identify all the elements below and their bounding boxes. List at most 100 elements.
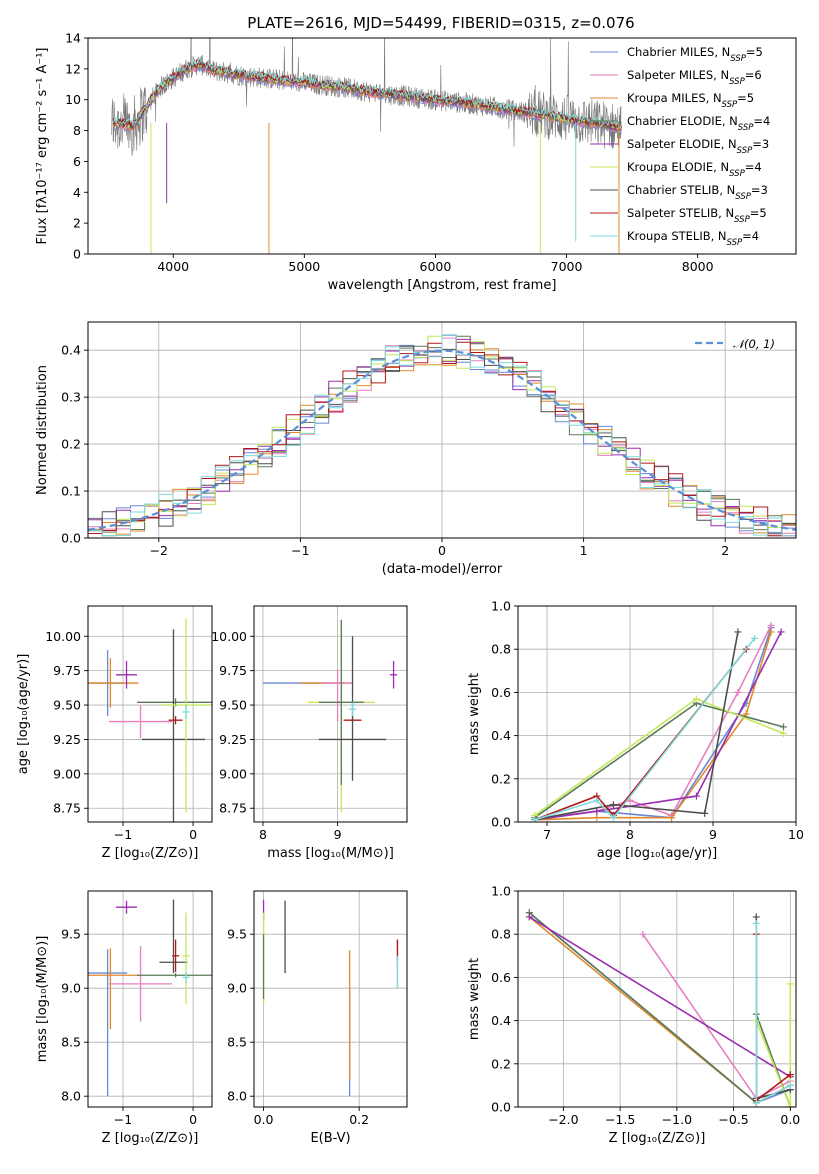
legend-label: Salpeter STELIB, NSSP=5 [627, 206, 767, 225]
legend-label: Chabrier MILES, NSSP=5 [627, 45, 763, 64]
mass-weight-point [639, 930, 647, 938]
x-tick-label: 9 [709, 827, 717, 842]
x-tick-label: 1 [580, 543, 588, 558]
y-tick-label: 9.25 [53, 732, 81, 747]
histogram-plot-area [88, 334, 796, 537]
y-tick-label: 9.50 [219, 698, 247, 713]
mass-weight-line [755, 916, 791, 1100]
y-tick-label: 0.1 [61, 484, 81, 499]
axes-frame [87, 605, 213, 823]
axes-frame [253, 890, 408, 1108]
age-vs-mass-plot-area [262, 619, 398, 813]
mass-weight-point [786, 980, 794, 988]
mass-weight-point [692, 792, 700, 800]
age-vs-Z-plot-area [88, 618, 212, 822]
mass-weight-point [525, 913, 533, 921]
massweight-vs-Z-panel: −2.0 −1.5 −1.0 −0.5 0.0 0.0 0.2 0.4 0.6 0.8 1.0 Z [… [467, 884, 800, 1147]
legend-subscript: SSP [727, 238, 743, 248]
x-tick-label: 7000 [551, 259, 583, 274]
mass-weight-line [755, 983, 792, 1107]
mass-weight-point [668, 814, 676, 822]
y-tick-label: 0.3 [61, 390, 81, 405]
y-tick-label: 8.5 [61, 1035, 81, 1050]
y-tick-label: 8.0 [61, 1089, 81, 1104]
mass-weight-point [767, 621, 775, 629]
y-tick-label: 9.0 [61, 981, 81, 996]
legend-nssp-value: =5 [746, 45, 763, 59]
x-tick-label: 0 [189, 827, 197, 842]
age-vs-mass-panel: 8 9 8.75 9.00 9.25 9.50 9.75 10.00 mass [log₁₀(M… [211, 605, 408, 861]
mass-weight-point [752, 1099, 760, 1107]
x-tick-label: 0.2 [349, 1112, 369, 1127]
y-tick-label: 0.0 [61, 531, 81, 546]
y-tick-label: 0.4 [491, 728, 511, 743]
legend-series-name: Salpeter ELODIE, N [627, 137, 737, 151]
y-tick-label: 0.6 [491, 685, 511, 700]
histogram-panel: −2 −1 0 1 2 0.0 0.1 0.2 0.3 0.4 (data-model)/error… [35, 321, 797, 577]
mass-weight-line [755, 923, 791, 1105]
mass-weight-point [734, 628, 742, 636]
y-tick-label: 0.4 [61, 343, 81, 358]
y-tick-label: 0.0 [491, 815, 511, 830]
mass-weight-line [534, 637, 756, 821]
y-tick-label: 1.0 [491, 884, 511, 899]
mass-weight-point [593, 796, 601, 804]
histogram-step-line [88, 348, 796, 535]
mass-weight-line [755, 934, 791, 1103]
y-tick-label: 0.6 [491, 970, 511, 985]
y-tick-label: 9.75 [219, 663, 247, 678]
legend-nssp-value: =4 [745, 160, 762, 174]
figure-title: PLATE=2616, MJD=54499, FIBERID=0315, z=0… [247, 14, 634, 32]
mass-weight-line [642, 933, 791, 1100]
legend-series-name: Chabrier MILES, N [627, 45, 730, 59]
legend-label: Chabrier ELODIE, NSSP=4 [627, 114, 770, 133]
massweight-vs-age-panel: 7 8 9 10 0.0 0.2 0.4 0.6 0.8 1.0 age [log₁₀(age/yr… [467, 599, 804, 862]
y-tick-label: 10.00 [211, 629, 247, 644]
x-axis-label: wavelength [Angstrom, rest frame] [328, 278, 557, 293]
mass-weight-point [786, 1081, 794, 1089]
x-tick-label: 2 [721, 543, 729, 558]
y-tick-label: 14 [65, 31, 81, 46]
mass-weight-point [609, 814, 617, 822]
y-tick-label: 12 [65, 61, 81, 76]
mass-weight-line [534, 631, 739, 821]
x-tick-label: 8 [626, 827, 634, 842]
normal-curve [88, 349, 796, 531]
mass-weight-point [751, 634, 759, 642]
mass-weight-line [528, 916, 791, 1078]
x-tick-label: 6000 [420, 259, 452, 274]
mass-weight-point [701, 809, 709, 817]
mass-weight-point [593, 814, 601, 822]
y-axis-label: age [log₁₀(age/yr)] [16, 654, 31, 775]
mass-vs-EBV-panel: 0.0 0.2 8.0 8.5 9.0 9.5 E(B-V) [227, 890, 408, 1146]
y-tick-label: 1.0 [491, 599, 511, 614]
mass-weight-line [534, 627, 772, 821]
y-tick-label: 8.75 [219, 801, 247, 816]
axes-frame [517, 890, 797, 1108]
legend-subscript: SSP [729, 77, 745, 87]
legend-label: Kroupa MILES, NSSP=5 [627, 91, 754, 110]
x-axis-label: Z [log₁₀(Z/Z⊙)] [102, 1131, 199, 1146]
legend-label: Chabrier STELIB, NSSP=3 [627, 183, 768, 202]
model-spectrum-line [112, 58, 623, 129]
x-tick-label: 9 [334, 827, 342, 842]
y-tick-label: 9.0 [227, 981, 247, 996]
massweight-vs-Z-plot-area [525, 909, 794, 1107]
y-tick-label: 8.0 [227, 1089, 247, 1104]
legend-label: Salpeter MILES, NSSP=6 [627, 68, 762, 87]
legend-subscript: SSP [735, 192, 751, 202]
x-tick-label: 0.0 [780, 1112, 800, 1127]
x-tick-label: 0 [438, 543, 446, 558]
axes-frame [517, 605, 797, 823]
mass-weight-point [767, 628, 775, 636]
y-tick-label: 9.5 [227, 927, 247, 942]
y-axis-label: mass [log₁₀(M/M⊙)] [35, 936, 50, 1063]
y-tick-label: 0.8 [491, 642, 511, 657]
legend-subscript: SSP [729, 169, 745, 179]
x-axis-label: E(B-V) [310, 1131, 350, 1146]
x-tick-label: 0.0 [254, 1112, 274, 1127]
y-tick-label: 0.0 [491, 1100, 511, 1115]
x-tick-label: 10 [788, 827, 804, 842]
x-tick-label: −2.0 [548, 1112, 578, 1127]
